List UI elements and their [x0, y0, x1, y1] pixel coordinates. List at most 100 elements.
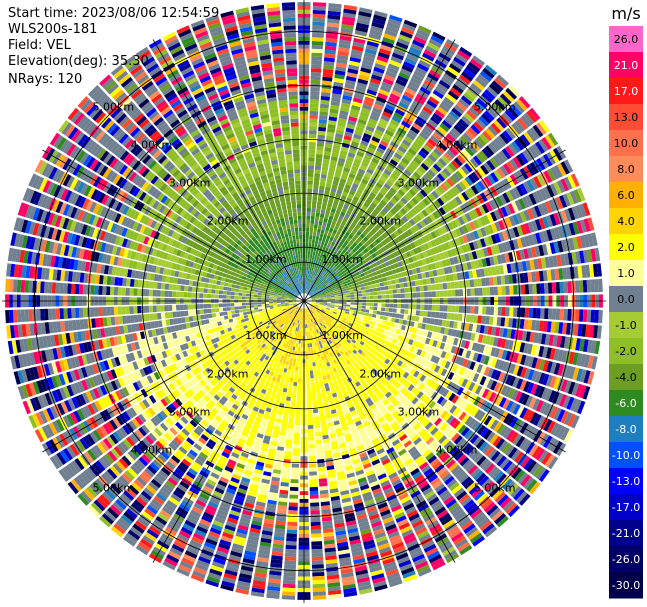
velocity-gate [328, 167, 336, 173]
velocity-gate [338, 157, 346, 164]
velocity-gate [425, 215, 433, 224]
velocity-gate [430, 477, 441, 487]
velocity-gate [285, 544, 297, 550]
velocity-gate [284, 447, 292, 452]
velocity-gate [502, 499, 515, 512]
velocity-gate [440, 437, 450, 447]
velocity-gate [311, 275, 315, 280]
velocity-gate [454, 313, 459, 321]
velocity-gate [309, 343, 313, 348]
velocity-gate [496, 275, 502, 285]
velocity-gate [585, 264, 591, 278]
velocity-gate [538, 139, 549, 152]
velocity-gate [338, 280, 343, 285]
velocity-gate [309, 103, 319, 108]
velocity-gate [373, 306, 378, 311]
velocity-gate [319, 297, 324, 299]
velocity-gate [470, 288, 475, 296]
velocity-gate [422, 250, 429, 258]
velocity-gate [341, 207, 348, 214]
velocity-gate [329, 245, 334, 250]
velocity-gate [358, 227, 365, 233]
velocity-gate [439, 290, 444, 297]
velocity-gate [345, 159, 353, 166]
velocity-gate [290, 353, 294, 359]
velocity-gate [485, 257, 491, 267]
velocity-gate [318, 257, 322, 262]
velocity-gate [508, 215, 516, 227]
velocity-gate [456, 437, 466, 448]
velocity-gate [305, 242, 309, 247]
velocity-gate [283, 407, 290, 413]
velocity-gate [375, 358, 381, 364]
velocity-gate [451, 329, 457, 337]
velocity-gate [493, 286, 499, 296]
velocity-gate [377, 323, 383, 328]
velocity-gate [293, 354, 297, 359]
velocity-gate [313, 291, 317, 295]
velocity-gate [410, 77, 422, 86]
velocity-gate [306, 262, 309, 267]
velocity-gate [320, 209, 326, 215]
velocity-gate [339, 39, 352, 46]
velocity-gate [316, 232, 321, 237]
velocity-gate [368, 381, 375, 387]
velocity-gate [338, 43, 351, 49]
velocity-gate [411, 519, 424, 529]
velocity-gate [427, 550, 441, 560]
velocity-gate [393, 442, 403, 450]
velocity-gate [500, 206, 509, 217]
velocity-gate [351, 104, 361, 111]
velocity-gate [368, 284, 373, 289]
velocity-gate [312, 2, 327, 7]
velocity-gate [372, 314, 377, 318]
velocity-gate [393, 262, 400, 269]
velocity-gate [406, 228, 413, 236]
velocity-gate [389, 386, 397, 394]
velocity-gate [360, 351, 366, 357]
velocity-gate [334, 316, 339, 320]
velocity-gate [346, 297, 351, 300]
velocity-gate [465, 370, 473, 379]
velocity-gate [353, 261, 359, 266]
velocity-gate [350, 230, 356, 237]
velocity-gate [481, 147, 492, 159]
velocity-gate [412, 39, 425, 49]
velocity-gate [356, 323, 362, 328]
velocity-gate [305, 277, 307, 282]
velocity-gate [438, 142, 448, 152]
velocity-gate [387, 211, 394, 218]
velocity-gate [311, 259, 314, 264]
velocity-gate [299, 335, 302, 340]
velocity-gate [402, 183, 411, 191]
velocity-gate [367, 371, 374, 378]
velocity-gate [306, 231, 310, 236]
velocity-gate [348, 60, 361, 67]
velocity-gate [490, 369, 498, 379]
velocity-gate [370, 267, 376, 273]
velocity-gate [541, 387, 549, 400]
velocity-gate [382, 277, 387, 282]
velocity-gate [425, 436, 435, 446]
velocity-gate [315, 435, 322, 441]
velocity-gate [388, 270, 394, 276]
velocity-gate [352, 349, 358, 355]
velocity-gate [493, 470, 505, 482]
velocity-gate [445, 336, 452, 344]
velocity-gate [367, 316, 372, 321]
velocity-gate [453, 56, 466, 67]
velocity-gate [392, 399, 400, 407]
velocity-gate [458, 280, 463, 289]
velocity-gate [318, 313, 322, 317]
velocity-gate [420, 304, 425, 310]
velocity-gate [523, 342, 530, 354]
velocity-gate [376, 373, 383, 380]
velocity-gate [400, 271, 406, 278]
velocity-gate [486, 417, 496, 428]
velocity-gate [305, 324, 308, 329]
velocity-gate [462, 262, 469, 271]
velocity-gate [376, 448, 385, 455]
velocity-gate [430, 239, 437, 247]
velocity-gate [360, 346, 366, 352]
velocity-gate [477, 278, 483, 287]
